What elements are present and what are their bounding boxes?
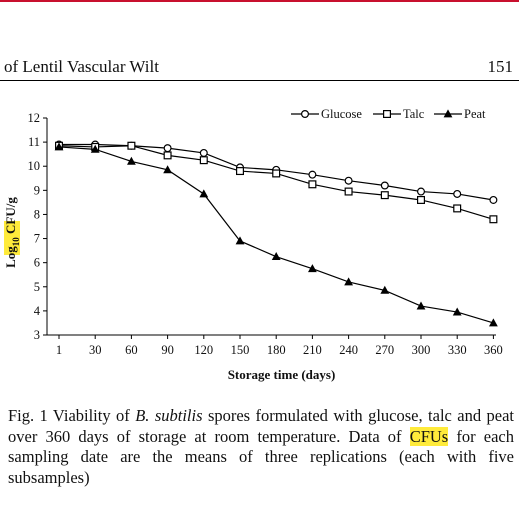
y-tick-label: 7 bbox=[34, 232, 40, 246]
y-tick-label: 6 bbox=[34, 256, 40, 270]
data-point-peat bbox=[308, 264, 317, 273]
data-point-glucose bbox=[453, 189, 462, 198]
y-tick-label: 4 bbox=[34, 304, 41, 318]
y-label-log: Log bbox=[3, 246, 18, 268]
x-tick-label: 210 bbox=[303, 343, 322, 357]
top-accent-rule bbox=[0, 0, 519, 2]
data-point-glucose bbox=[199, 148, 208, 157]
data-point-peat bbox=[235, 236, 245, 245]
data-point-talc bbox=[344, 187, 353, 196]
data-point-glucose bbox=[163, 144, 172, 153]
data-point-peat bbox=[199, 189, 209, 198]
page-number: 151 bbox=[487, 57, 514, 76]
data-point-talc bbox=[272, 169, 281, 178]
x-tick-label: 30 bbox=[89, 343, 102, 357]
data-point-peat bbox=[452, 307, 462, 316]
y-tick-label: 9 bbox=[34, 183, 40, 197]
y-label-unit: /g bbox=[3, 197, 18, 209]
data-point-peat bbox=[54, 142, 64, 151]
data-point-peat bbox=[380, 285, 390, 294]
legend-marker-talc bbox=[383, 110, 392, 119]
x-tick-label: 1 bbox=[56, 343, 62, 357]
caption-species: B. subtilis bbox=[135, 406, 203, 425]
data-point-glucose bbox=[489, 195, 498, 204]
series-line-talc bbox=[58, 145, 494, 220]
data-point-glucose bbox=[417, 187, 426, 196]
viability-line-chart: 3 4 5 6 7 8 9 10 11 12 1 30 60 90 120 150 180 210 240 270 30… bbox=[3, 107, 503, 382]
data-point-peat bbox=[489, 318, 498, 327]
x-tick-label: 180 bbox=[267, 343, 286, 357]
x-tick-label: 270 bbox=[375, 343, 394, 357]
y-label-subscript: 10 bbox=[11, 237, 21, 247]
y-tick-label: 10 bbox=[28, 159, 41, 173]
data-point-talc bbox=[417, 195, 426, 204]
legend-marker-glucose bbox=[301, 110, 310, 119]
x-tick-label: 330 bbox=[448, 343, 467, 357]
legend-label-talc: Talc bbox=[403, 107, 425, 121]
y-label-cfu: CFU bbox=[3, 207, 18, 238]
legend-label-peat: Peat bbox=[464, 107, 486, 121]
figure-caption: Fig. 1 Viability of B. subtilis spores f… bbox=[8, 406, 514, 488]
legend-marker-peat bbox=[443, 109, 453, 118]
running-head-title: of Lentil Vascular Wilt bbox=[4, 57, 159, 76]
figure-label: Fig. 1 bbox=[8, 406, 48, 425]
y-label-highlight bbox=[4, 221, 20, 255]
x-tick-label: 60 bbox=[125, 343, 138, 357]
data-point-peat bbox=[271, 252, 281, 261]
caption-text-2: spores formulated with glucose, talc and… bbox=[8, 406, 514, 446]
data-point-talc bbox=[453, 204, 462, 213]
x-axis-label: Storage time (days) bbox=[228, 367, 336, 382]
x-tick-label: 150 bbox=[231, 343, 250, 357]
data-point-talc bbox=[489, 215, 498, 224]
running-head: of Lentil Vascular Wilt 151 bbox=[0, 55, 519, 81]
y-axis-label: Log10 CFU/g bbox=[3, 197, 21, 268]
data-point-glucose bbox=[344, 176, 353, 185]
data-point-talc bbox=[308, 180, 317, 189]
legend-label-glucose: Glucose bbox=[321, 107, 362, 121]
data-point-peat bbox=[344, 277, 353, 286]
caption-text-3: for each sampling date are the means of … bbox=[8, 426, 514, 487]
data-point-talc bbox=[199, 156, 208, 165]
data-point-talc bbox=[127, 141, 136, 150]
caption-text-1: Viability of bbox=[47, 406, 136, 425]
data-point-talc bbox=[236, 167, 245, 176]
y-tick-label: 12 bbox=[28, 111, 41, 125]
data-point-peat bbox=[416, 301, 426, 310]
x-tick-label: 120 bbox=[194, 343, 213, 357]
x-tick-label: 300 bbox=[412, 343, 431, 357]
y-tick-label: 5 bbox=[34, 280, 40, 294]
data-point-talc bbox=[380, 191, 389, 200]
y-tick-label: 8 bbox=[34, 207, 40, 221]
data-point-peat bbox=[90, 144, 100, 153]
data-point-talc bbox=[163, 151, 172, 160]
data-point-peat bbox=[127, 156, 136, 165]
y-tick-label: 11 bbox=[28, 135, 40, 149]
y-tick-label: 3 bbox=[34, 328, 40, 342]
header-rule bbox=[0, 80, 519, 81]
data-point-peat bbox=[163, 165, 172, 174]
x-tick-label: 90 bbox=[161, 343, 174, 357]
x-tick-label: 360 bbox=[484, 343, 503, 357]
data-point-glucose bbox=[308, 170, 317, 179]
data-point-glucose bbox=[380, 181, 389, 190]
x-tick-label: 240 bbox=[339, 343, 358, 357]
caption-highlight-cfus: CFUs bbox=[409, 426, 449, 446]
